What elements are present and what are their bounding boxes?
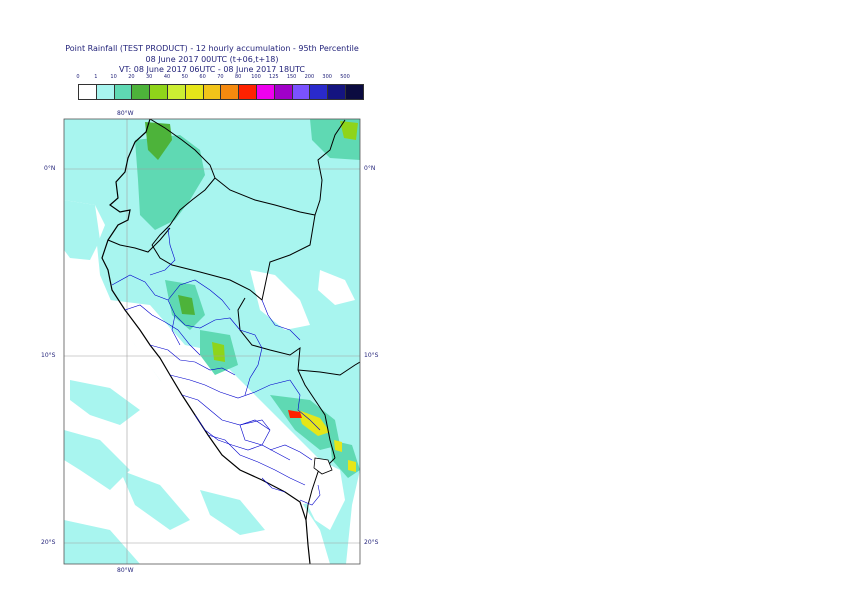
border-ecuador-colombia xyxy=(149,119,216,246)
rain-light-sea-2 xyxy=(70,380,140,425)
lon-label-bottom: 80°W xyxy=(117,567,134,574)
lat-label-right-0: 0°N xyxy=(364,165,376,172)
legend-threshold-label: 125 xyxy=(269,74,279,80)
color-legend: 0 1 10 20 30 40 50 60 70 80 100 125 150 200 300 500 xyxy=(72,74,364,104)
lat-label-left-10: 10°S xyxy=(41,352,56,359)
map-frame xyxy=(63,118,361,565)
legend-threshold-label: 100 xyxy=(251,74,261,80)
rain-light-sea-5 xyxy=(200,490,265,535)
lat-label-right-10: 10°S xyxy=(364,352,379,359)
legend-threshold-label: 200 xyxy=(304,74,315,80)
rain-medium-colombia xyxy=(135,135,205,230)
legend-threshold-label: 80 xyxy=(235,74,242,80)
rain-green-andes xyxy=(178,295,195,315)
legend-threshold-label: 0 xyxy=(76,74,80,80)
border-bolivia-brazil xyxy=(297,361,360,376)
legend-threshold-label: 150 xyxy=(286,74,297,80)
legend-threshold-label: 60 xyxy=(199,74,206,80)
lon-label-top: 80°W xyxy=(117,110,134,117)
border-ecuador-peru xyxy=(107,227,171,253)
legend-threshold-label: 70 xyxy=(217,74,224,80)
border-colombia-brazil xyxy=(214,119,346,216)
border-peru-brazil xyxy=(151,214,316,301)
lat-label-left-20: 20°S xyxy=(41,539,56,546)
legend-threshold-label: 40 xyxy=(163,74,171,80)
rain-light-sea-6 xyxy=(64,520,140,564)
rain-yellow-east xyxy=(334,440,342,452)
title-line-2: 08 June 2017 00UTC (t+06,t+18) xyxy=(145,55,279,64)
lat-label-left-0: 0°N xyxy=(44,165,56,172)
coastline xyxy=(101,119,311,564)
lat-label-right-20: 20°S xyxy=(364,539,379,546)
rain-light-sea-1 xyxy=(64,200,100,260)
lake-titicaca xyxy=(313,457,333,475)
rain-red-core xyxy=(288,410,302,418)
admin-boundaries xyxy=(111,227,321,506)
title-line-1: Point Rainfall (TEST PRODUCT) - 12 hourl… xyxy=(65,44,359,53)
dry-patch-peru xyxy=(160,340,345,530)
legend-threshold-label: 1 xyxy=(94,74,98,80)
rain-green-north xyxy=(145,122,172,160)
rain-green-ne xyxy=(340,121,358,140)
rain-light-sea-3 xyxy=(64,430,130,490)
legend-swatch xyxy=(345,84,364,100)
rain-yellow-east-2 xyxy=(348,460,356,472)
legend-threshold-label: 500 xyxy=(340,74,350,80)
legend-threshold-label: 300 xyxy=(322,74,332,80)
legend-threshold-label: 50 xyxy=(181,74,188,80)
legend-threshold-label: 10 xyxy=(110,74,117,80)
legend-threshold-label: 30 xyxy=(146,74,153,80)
rain-green-andes-2 xyxy=(212,342,225,362)
rain-light-sea-4 xyxy=(120,470,190,530)
title-line-3: VT: 08 June 2017 06UTC - 08 June 2017 18… xyxy=(119,65,305,74)
legend-threshold-label: 20 xyxy=(128,74,135,80)
dry-patch-ne xyxy=(318,270,355,305)
